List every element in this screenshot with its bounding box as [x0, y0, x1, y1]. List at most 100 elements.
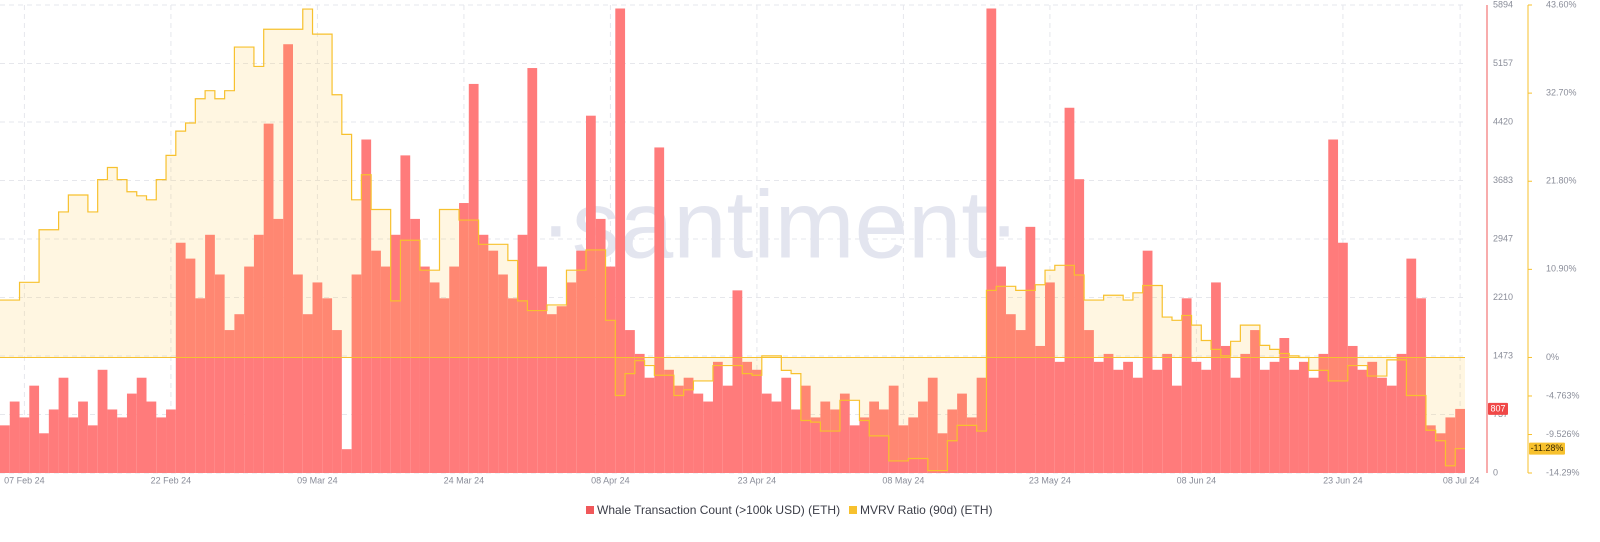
- x-tick-label: 23 Jun 24: [1323, 475, 1363, 485]
- bar: [478, 234, 489, 473]
- bar: [1103, 353, 1114, 473]
- y-tick-label: 0: [1493, 467, 1498, 477]
- bar: [429, 282, 440, 473]
- bar: [625, 330, 635, 473]
- y2-tick-label: 0%: [1546, 352, 1559, 362]
- bar: [488, 250, 499, 473]
- bar: [634, 353, 645, 473]
- bar: [888, 385, 899, 473]
- bar: [703, 401, 713, 473]
- bar: [1298, 361, 1309, 473]
- bar: [1269, 361, 1280, 473]
- x-tick-label: 09 Mar 24: [297, 475, 338, 485]
- bar: [1328, 139, 1339, 474]
- bar: [1162, 353, 1172, 473]
- axes: 0737147322102947368344205157589407 Feb 2…: [4, 0, 1579, 485]
- legend-label: Whale Transaction Count (>100k USD) (ETH…: [597, 503, 840, 517]
- bar: [1074, 179, 1085, 473]
- bar: [966, 417, 977, 473]
- bar: [761, 393, 772, 473]
- bar: [29, 385, 40, 473]
- bar: [1347, 345, 1358, 473]
- y-tick-label: 2210: [1493, 292, 1513, 302]
- y-tick-label: 1473: [1493, 350, 1513, 360]
- bar: [449, 266, 460, 473]
- bar: [986, 8, 997, 474]
- bar: [1142, 250, 1153, 473]
- bar: [869, 401, 879, 473]
- bar: [1445, 417, 1456, 473]
- bar: [546, 314, 557, 473]
- bar: [1201, 369, 1212, 473]
- bar: [1396, 353, 1407, 473]
- bar: [146, 401, 157, 473]
- bar: [234, 314, 245, 473]
- bar: [1132, 377, 1143, 473]
- bar: [595, 218, 606, 473]
- legend-label: MVRV Ratio (90d) (ETH): [860, 503, 992, 517]
- last-value-label: 807: [1490, 403, 1505, 413]
- bar: [722, 385, 733, 473]
- bar: [136, 377, 147, 473]
- bar: [1367, 361, 1378, 473]
- bar: [927, 377, 938, 473]
- y2-tick-label: 32.70%: [1546, 87, 1577, 97]
- bar: [371, 250, 381, 473]
- legend-swatch: [586, 506, 594, 514]
- legend-swatch: [849, 506, 857, 514]
- x-tick-label: 08 Apr 24: [591, 475, 630, 485]
- bar: [1377, 377, 1387, 473]
- y-tick-label: 2947: [1493, 233, 1513, 243]
- bar: [1240, 353, 1251, 473]
- bar: [1084, 330, 1094, 473]
- x-tick-label: 23 May 24: [1029, 475, 1071, 485]
- bar: [839, 393, 850, 473]
- bar: [918, 401, 928, 473]
- x-tick-label: 08 Jun 24: [1177, 475, 1217, 485]
- bar: [263, 123, 274, 474]
- bar: [156, 417, 167, 473]
- bar: [390, 234, 401, 473]
- bar: [1289, 369, 1299, 473]
- x-tick-label: 22 Feb 24: [151, 475, 192, 485]
- bar: [195, 298, 206, 473]
- bar: [507, 298, 518, 473]
- bar: [1455, 408, 1465, 473]
- bar: [1250, 330, 1260, 473]
- bar: [498, 274, 508, 473]
- bar: [1406, 258, 1417, 473]
- bar: [1318, 353, 1329, 473]
- bar: [1064, 107, 1075, 474]
- bar: [996, 266, 1006, 473]
- bar: [117, 417, 127, 473]
- bar: [468, 83, 479, 474]
- bar: [39, 433, 49, 473]
- bar: [1113, 369, 1124, 473]
- bar: [1425, 425, 1436, 473]
- x-tick-label: 07 Feb 24: [4, 475, 45, 485]
- last-value-badge: [1488, 402, 1508, 415]
- bar: [1123, 361, 1133, 473]
- bar: [19, 417, 30, 473]
- bar: [537, 266, 547, 473]
- legend: Whale Transaction Count (>100k USD) (ETH…: [586, 503, 992, 517]
- bar: [1035, 345, 1046, 473]
- bar: [58, 377, 69, 473]
- bar: [605, 266, 616, 473]
- bar: [0, 425, 10, 473]
- bar: [87, 425, 98, 473]
- bar: [253, 234, 264, 473]
- bar: [644, 377, 655, 473]
- bar: [1211, 282, 1221, 473]
- watermark: ·santiment·: [540, 171, 1020, 278]
- bar: [1025, 226, 1036, 473]
- bar: [1015, 330, 1026, 473]
- x-tick-label: 24 Mar 24: [444, 475, 485, 485]
- y-tick-label: 4420: [1493, 116, 1513, 126]
- bar: [1230, 377, 1241, 473]
- bar: [332, 330, 342, 473]
- bar: [185, 258, 196, 473]
- bar: [664, 369, 674, 473]
- bar: [341, 449, 352, 473]
